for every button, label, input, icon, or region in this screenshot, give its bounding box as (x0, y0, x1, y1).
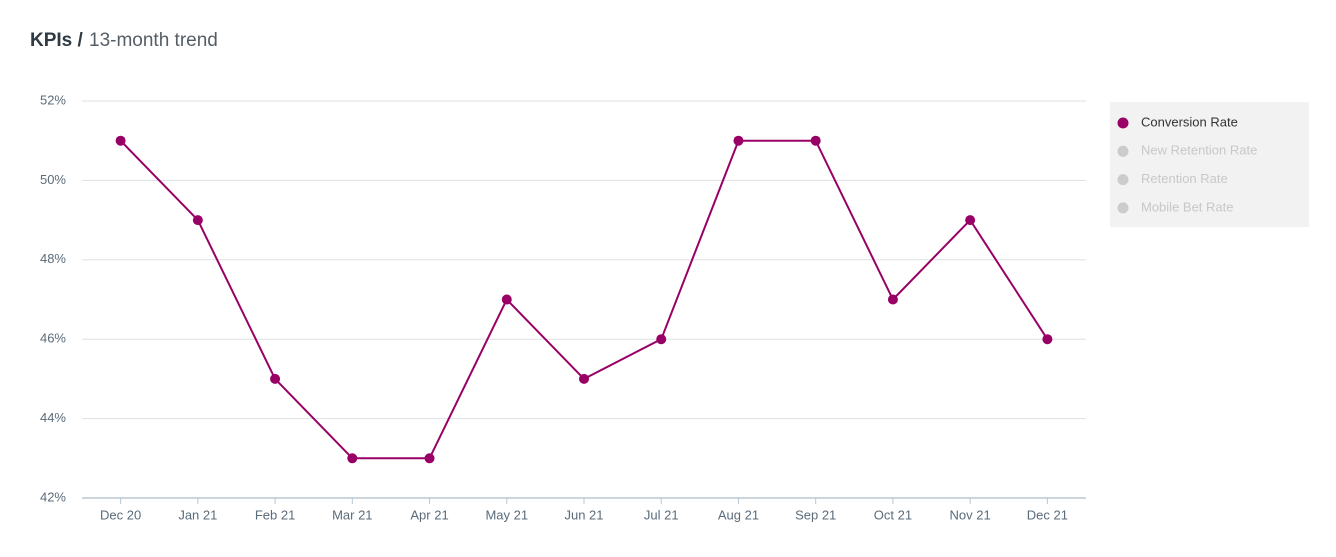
legend-marker[interactable] (1117, 174, 1129, 186)
x-tick-label: Jun 21 (564, 507, 603, 522)
x-tick-label: May 21 (485, 507, 528, 522)
chart-subtitle: 13-month trend (89, 30, 218, 51)
x-tick-label: Feb 21 (255, 507, 295, 522)
y-tick-label: 44% (40, 410, 66, 425)
data-point (810, 135, 821, 146)
y-tick-label: 50% (40, 172, 66, 187)
y-tick-label: 52% (40, 92, 66, 107)
data-point (270, 373, 281, 384)
data-point (501, 294, 512, 305)
x-tick-label: Mar 21 (332, 507, 372, 522)
series-line (119, 139, 1049, 460)
legend-label[interactable]: Retention Rate (1141, 171, 1228, 186)
y-tick-label: 42% (40, 489, 66, 504)
y-tick-label: 48% (40, 251, 66, 266)
legend-marker[interactable] (1117, 145, 1129, 157)
data-point (115, 135, 126, 146)
data-point (579, 373, 589, 384)
x-tick-label: Jan 21 (178, 507, 217, 522)
chart-title: KPIs / (30, 30, 84, 51)
legend-label[interactable]: Conversion Rate (1141, 114, 1238, 129)
data-point (656, 334, 667, 345)
y-tick-label: 46% (40, 331, 66, 346)
legend-box (1110, 102, 1309, 227)
x-tick-label: Apr 21 (410, 507, 448, 522)
x-tick-label: Dec 21 (1027, 507, 1068, 522)
data-point (1042, 334, 1053, 345)
data-point (347, 453, 358, 464)
data-point (192, 215, 203, 226)
legend-marker[interactable] (1117, 202, 1129, 214)
data-point (733, 135, 744, 146)
legend-marker[interactable] (1117, 117, 1129, 129)
x-tick-label: Oct 21 (874, 507, 912, 522)
x-tick-label: Dec 20 (100, 507, 141, 522)
x-tick-label: Aug 21 (718, 507, 759, 522)
x-tick-label: Nov 21 (950, 507, 991, 522)
legend-label[interactable]: New Retention Rate (1141, 143, 1257, 158)
data-point (965, 215, 976, 226)
legend-label[interactable]: Mobile Bet Rate (1141, 199, 1234, 214)
data-point (424, 453, 435, 464)
x-tick-label: Sep 21 (795, 507, 836, 522)
x-tick-label: Jul 21 (644, 507, 679, 522)
data-point (887, 294, 898, 305)
